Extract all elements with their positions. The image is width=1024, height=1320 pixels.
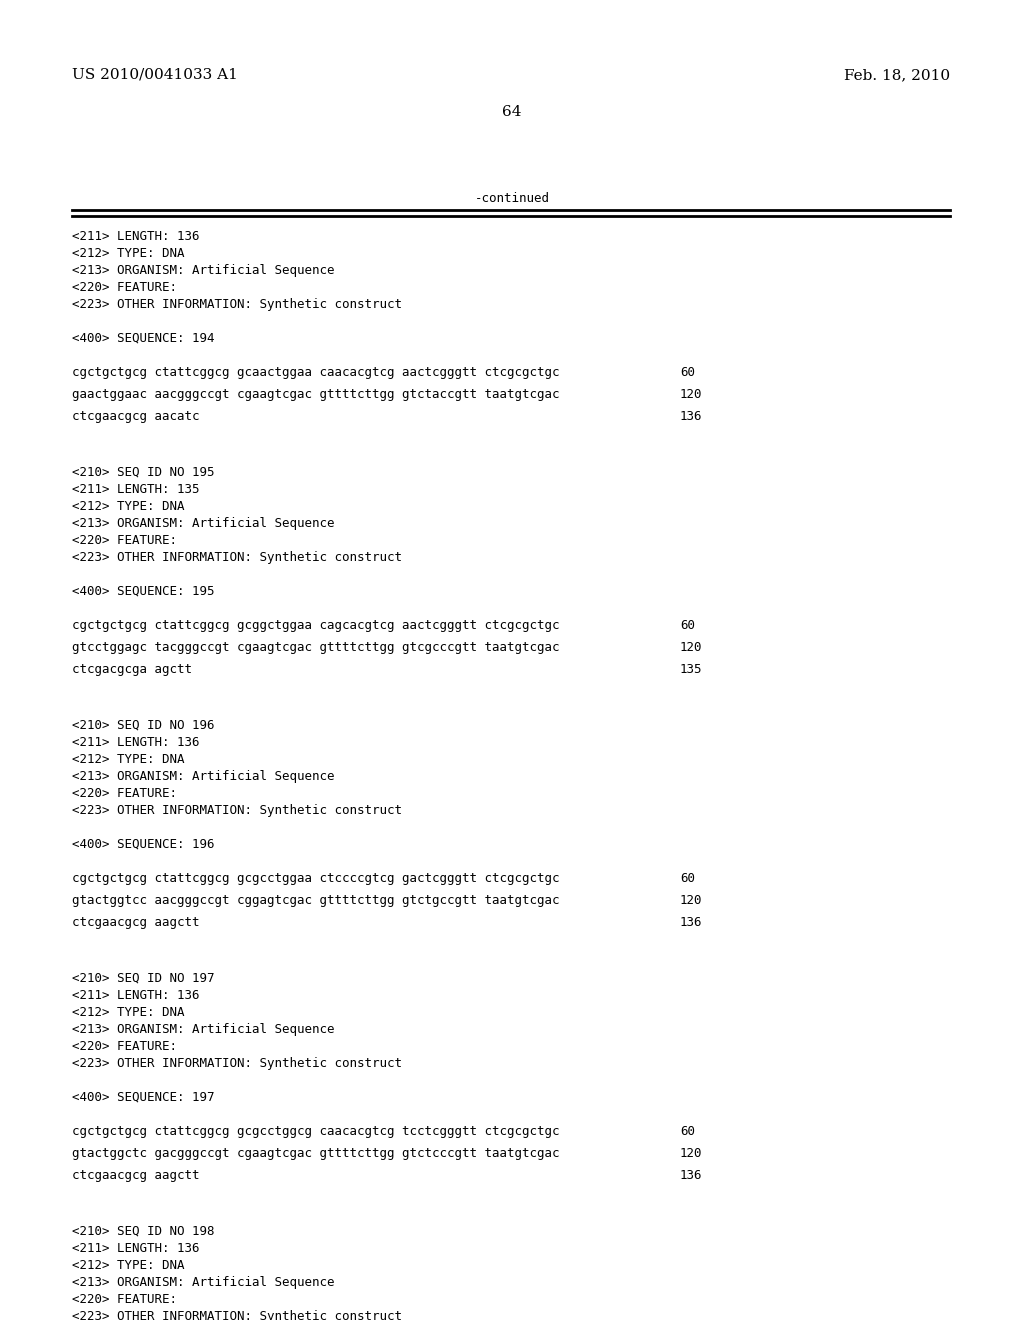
Text: cgctgctgcg ctattcggcg gcgcctggcg caacacgtcg tcctcgggtt ctcgcgctgc: cgctgctgcg ctattcggcg gcgcctggcg caacacg…: [72, 1125, 559, 1138]
Text: 120: 120: [680, 388, 702, 401]
Text: Feb. 18, 2010: Feb. 18, 2010: [844, 69, 950, 82]
Text: <220> FEATURE:: <220> FEATURE:: [72, 787, 177, 800]
Text: gtcctggagc tacgggccgt cgaagtcgac gttttcttgg gtcgcccgtt taatgtcgac: gtcctggagc tacgggccgt cgaagtcgac gttttct…: [72, 642, 559, 653]
Text: 120: 120: [680, 642, 702, 653]
Text: <213> ORGANISM: Artificial Sequence: <213> ORGANISM: Artificial Sequence: [72, 517, 335, 531]
Text: <212> TYPE: DNA: <212> TYPE: DNA: [72, 247, 184, 260]
Text: <210> SEQ ID NO 195: <210> SEQ ID NO 195: [72, 466, 214, 479]
Text: 60: 60: [680, 1125, 695, 1138]
Text: <210> SEQ ID NO 197: <210> SEQ ID NO 197: [72, 972, 214, 985]
Text: gtactggtcc aacgggccgt cggagtcgac gttttcttgg gtctgccgtt taatgtcgac: gtactggtcc aacgggccgt cggagtcgac gttttct…: [72, 894, 559, 907]
Text: <223> OTHER INFORMATION: Synthetic construct: <223> OTHER INFORMATION: Synthetic const…: [72, 298, 402, 312]
Text: <223> OTHER INFORMATION: Synthetic construct: <223> OTHER INFORMATION: Synthetic const…: [72, 1309, 402, 1320]
Text: 60: 60: [680, 366, 695, 379]
Text: -continued: -continued: [474, 191, 550, 205]
Text: <212> TYPE: DNA: <212> TYPE: DNA: [72, 1006, 184, 1019]
Text: 120: 120: [680, 894, 702, 907]
Text: <400> SEQUENCE: 197: <400> SEQUENCE: 197: [72, 1092, 214, 1104]
Text: <212> TYPE: DNA: <212> TYPE: DNA: [72, 752, 184, 766]
Text: <211> LENGTH: 136: <211> LENGTH: 136: [72, 230, 200, 243]
Text: ctcgaacgcg aacatc: ctcgaacgcg aacatc: [72, 411, 200, 422]
Text: <223> OTHER INFORMATION: Synthetic construct: <223> OTHER INFORMATION: Synthetic const…: [72, 804, 402, 817]
Text: ctcgacgcga agctt: ctcgacgcga agctt: [72, 663, 193, 676]
Text: gtactggctc gacgggccgt cgaagtcgac gttttcttgg gtctcccgtt taatgtcgac: gtactggctc gacgggccgt cgaagtcgac gttttct…: [72, 1147, 559, 1160]
Text: 60: 60: [680, 873, 695, 884]
Text: US 2010/0041033 A1: US 2010/0041033 A1: [72, 69, 238, 82]
Text: <211> LENGTH: 136: <211> LENGTH: 136: [72, 989, 200, 1002]
Text: 136: 136: [680, 411, 702, 422]
Text: <212> TYPE: DNA: <212> TYPE: DNA: [72, 500, 184, 513]
Text: <212> TYPE: DNA: <212> TYPE: DNA: [72, 1259, 184, 1272]
Text: ctcgaacgcg aagctt: ctcgaacgcg aagctt: [72, 916, 200, 929]
Text: <220> FEATURE:: <220> FEATURE:: [72, 281, 177, 294]
Text: cgctgctgcg ctattcggcg gcaactggaa caacacgtcg aactcgggtt ctcgcgctgc: cgctgctgcg ctattcggcg gcaactggaa caacacg…: [72, 366, 559, 379]
Text: gaactggaac aacgggccgt cgaagtcgac gttttcttgg gtctaccgtt taatgtcgac: gaactggaac aacgggccgt cgaagtcgac gttttct…: [72, 388, 559, 401]
Text: <211> LENGTH: 136: <211> LENGTH: 136: [72, 737, 200, 748]
Text: <210> SEQ ID NO 198: <210> SEQ ID NO 198: [72, 1225, 214, 1238]
Text: cgctgctgcg ctattcggcg gcggctggaa cagcacgtcg aactcgggtt ctcgcgctgc: cgctgctgcg ctattcggcg gcggctggaa cagcacg…: [72, 619, 559, 632]
Text: <213> ORGANISM: Artificial Sequence: <213> ORGANISM: Artificial Sequence: [72, 770, 335, 783]
Text: <400> SEQUENCE: 196: <400> SEQUENCE: 196: [72, 838, 214, 851]
Text: <223> OTHER INFORMATION: Synthetic construct: <223> OTHER INFORMATION: Synthetic const…: [72, 550, 402, 564]
Text: <210> SEQ ID NO 196: <210> SEQ ID NO 196: [72, 719, 214, 733]
Text: <211> LENGTH: 135: <211> LENGTH: 135: [72, 483, 200, 496]
Text: <220> FEATURE:: <220> FEATURE:: [72, 1040, 177, 1053]
Text: <220> FEATURE:: <220> FEATURE:: [72, 1294, 177, 1305]
Text: 60: 60: [680, 619, 695, 632]
Text: 136: 136: [680, 1170, 702, 1181]
Text: 120: 120: [680, 1147, 702, 1160]
Text: <400> SEQUENCE: 194: <400> SEQUENCE: 194: [72, 333, 214, 345]
Text: 135: 135: [680, 663, 702, 676]
Text: 136: 136: [680, 916, 702, 929]
Text: <213> ORGANISM: Artificial Sequence: <213> ORGANISM: Artificial Sequence: [72, 1023, 335, 1036]
Text: <223> OTHER INFORMATION: Synthetic construct: <223> OTHER INFORMATION: Synthetic const…: [72, 1057, 402, 1071]
Text: cgctgctgcg ctattcggcg gcgcctggaa ctccccgtcg gactcgggtt ctcgcgctgc: cgctgctgcg ctattcggcg gcgcctggaa ctccccg…: [72, 873, 559, 884]
Text: <211> LENGTH: 136: <211> LENGTH: 136: [72, 1242, 200, 1255]
Text: <213> ORGANISM: Artificial Sequence: <213> ORGANISM: Artificial Sequence: [72, 1276, 335, 1290]
Text: <213> ORGANISM: Artificial Sequence: <213> ORGANISM: Artificial Sequence: [72, 264, 335, 277]
Text: <220> FEATURE:: <220> FEATURE:: [72, 535, 177, 546]
Text: 64: 64: [502, 106, 522, 119]
Text: <400> SEQUENCE: 195: <400> SEQUENCE: 195: [72, 585, 214, 598]
Text: ctcgaacgcg aagctt: ctcgaacgcg aagctt: [72, 1170, 200, 1181]
